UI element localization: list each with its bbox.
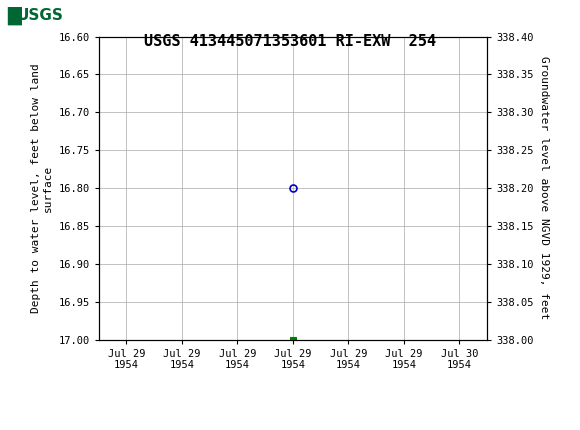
Text: USGS: USGS [16,8,63,23]
Text: █: █ [7,6,21,25]
Y-axis label: Depth to water level, feet below land
surface: Depth to water level, feet below land su… [31,63,53,313]
Y-axis label: Groundwater level above NGVD 1929, feet: Groundwater level above NGVD 1929, feet [539,56,549,320]
Text: USGS 413445071353601 RI-EXW  254: USGS 413445071353601 RI-EXW 254 [144,34,436,49]
Bar [3,3,70,30]
